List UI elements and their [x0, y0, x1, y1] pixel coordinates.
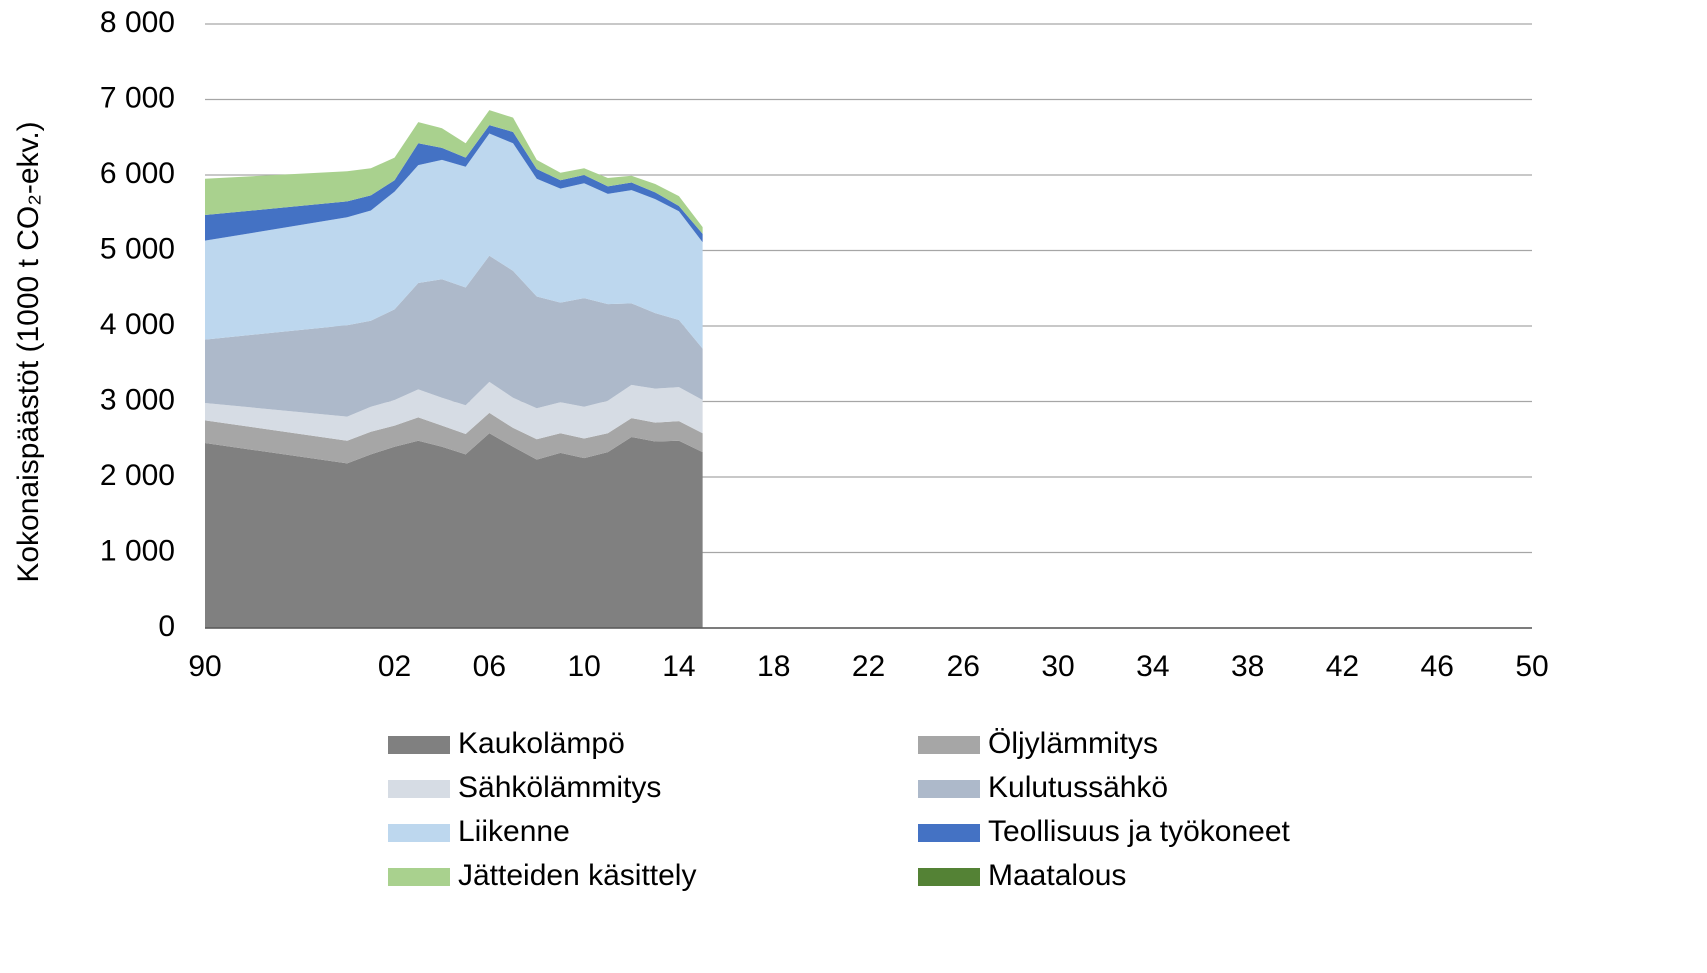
area — [205, 133, 703, 349]
area — [205, 110, 703, 234]
legend-label: Öljylämmitys — [988, 727, 1158, 760]
legend-swatch — [918, 736, 980, 754]
legend-label: Teollisuus ja työkoneet — [988, 815, 1291, 848]
x-tick-label: 18 — [757, 650, 790, 683]
y-tick-label: 5 000 — [100, 232, 175, 265]
y-axis-label: Kokonaispäästöt (1000 t CO₂-ekv.) — [12, 121, 45, 582]
y-tick-label: 7 000 — [100, 81, 175, 114]
legend-swatch — [388, 736, 450, 754]
y-tick-label: 6 000 — [100, 157, 175, 190]
x-tick-label: 30 — [1041, 650, 1074, 683]
x-tick-label: 46 — [1421, 650, 1454, 683]
y-tick-label: 2 000 — [100, 459, 175, 492]
x-tick-label: 42 — [1326, 650, 1359, 683]
x-tick-label: 10 — [567, 650, 600, 683]
y-tick-label: 1 000 — [100, 534, 175, 567]
y-tick-label: 4 000 — [100, 308, 175, 341]
x-tick-label: 22 — [852, 650, 885, 683]
y-tick-label: 0 — [158, 610, 175, 643]
x-tick-label: 06 — [473, 650, 506, 683]
legend-label: Kulutussähkö — [988, 771, 1168, 804]
x-tick-label: 14 — [662, 650, 695, 683]
area — [205, 125, 703, 243]
area — [205, 255, 703, 417]
legend-swatch — [918, 780, 980, 798]
legend-swatch — [918, 824, 980, 842]
x-tick-label: 34 — [1136, 650, 1169, 683]
y-tick-label: 8 000 — [100, 6, 175, 39]
y-tick-label: 3 000 — [100, 383, 175, 416]
x-tick-label: 50 — [1515, 650, 1548, 683]
legend-label: Sähkölämmitys — [458, 771, 661, 804]
legend-label: Jätteiden käsittely — [458, 859, 696, 892]
area — [205, 381, 703, 441]
legend-swatch — [388, 868, 450, 886]
legend-swatch — [918, 868, 980, 886]
legend-label: Maatalous — [988, 859, 1126, 892]
area — [205, 433, 703, 628]
x-tick-label: 90 — [188, 650, 221, 683]
x-tick-label: 38 — [1231, 650, 1264, 683]
x-tick-label: 02 — [378, 650, 411, 683]
area — [205, 412, 703, 464]
legend-label: Liikenne — [458, 815, 570, 848]
legend-swatch — [388, 780, 450, 798]
x-tick-label: 26 — [947, 650, 980, 683]
legend-label: Kaukolämpö — [458, 727, 625, 760]
legend-swatch — [388, 824, 450, 842]
